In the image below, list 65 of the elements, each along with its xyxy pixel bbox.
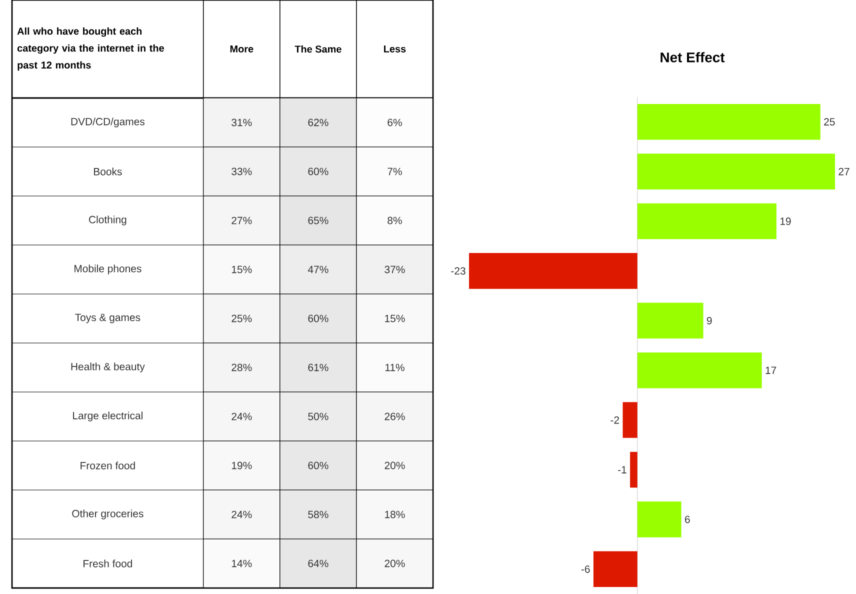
data-label: 8% <box>388 216 402 224</box>
x-tick-label: Less <box>384 46 406 52</box>
bar <box>637 352 762 388</box>
bar <box>622 402 638 438</box>
data-label: 20% <box>384 462 405 470</box>
data-label: 28% <box>232 364 252 372</box>
data-label: 11% <box>385 364 404 372</box>
y-tick-label: Other groceries <box>72 510 144 520</box>
data-label: 65% <box>308 216 328 224</box>
bar <box>637 502 682 538</box>
data-label: 60% <box>308 462 328 470</box>
bar <box>637 104 820 140</box>
data-label: 15% <box>232 266 252 274</box>
y-tick-label: DVD/CD/games <box>71 118 144 128</box>
x-tick-label: The Same <box>294 45 342 53</box>
data-label: 9 <box>706 316 712 324</box>
data-label: 26% <box>384 412 405 420</box>
bar <box>469 253 638 289</box>
data-label: 31% <box>232 118 252 126</box>
data-label: 6% <box>388 118 402 126</box>
bar <box>637 302 704 339</box>
data-label: 17 <box>766 366 776 374</box>
data-label: -2 <box>610 416 619 424</box>
data-label: 6 <box>685 516 690 524</box>
data-label: 14% <box>232 560 252 568</box>
y-tick-label: Toys & games <box>75 314 140 324</box>
data-label: 18% <box>385 510 405 518</box>
y-tick-label: Mobile phones <box>74 264 142 274</box>
x-tick-label: More <box>230 46 254 52</box>
data-label: 62% <box>308 118 328 126</box>
bar <box>637 154 836 190</box>
data-label: 27% <box>232 216 252 224</box>
text: All who have bought each category via the internet in the past 12 months <box>17 27 164 71</box>
data-label: 60% <box>308 314 328 322</box>
y-tick-label: Fresh food <box>84 560 132 568</box>
data-label: 24% <box>232 510 252 518</box>
data-label: 20% <box>384 560 405 568</box>
data-label: 58% <box>308 510 328 518</box>
y-tick-label: Clothing <box>89 216 126 226</box>
bar <box>593 551 638 588</box>
y-tick-label: Frozen food <box>80 462 135 470</box>
data-label: 64% <box>308 560 328 568</box>
data-label: 15% <box>385 314 405 322</box>
data-label: 25% <box>232 314 252 322</box>
data-label: -23 <box>451 267 466 275</box>
data-label: 60% <box>308 168 328 176</box>
data-label: 19% <box>232 462 252 470</box>
data-label: 33% <box>232 168 252 176</box>
data-label: 25 <box>824 118 835 126</box>
data-label: 47% <box>308 266 328 274</box>
y-tick-label: Large electrical <box>73 412 142 422</box>
data-label: 7% <box>388 168 402 176</box>
data-label: 24% <box>232 412 252 420</box>
data-label: -1 <box>618 466 626 474</box>
data-label: 37% <box>384 266 405 274</box>
y-tick-label: Books <box>94 168 122 176</box>
y-tick-label: Health & beauty <box>71 362 145 372</box>
data-label: 27 <box>838 168 850 176</box>
data-label: 61% <box>308 364 328 372</box>
bar <box>630 452 638 488</box>
data-label: 50% <box>308 412 328 420</box>
data-label: -6 <box>581 565 590 573</box>
bar <box>637 203 776 240</box>
chart-title: Net Effect <box>660 52 725 62</box>
data-label: 19 <box>780 218 791 225</box>
